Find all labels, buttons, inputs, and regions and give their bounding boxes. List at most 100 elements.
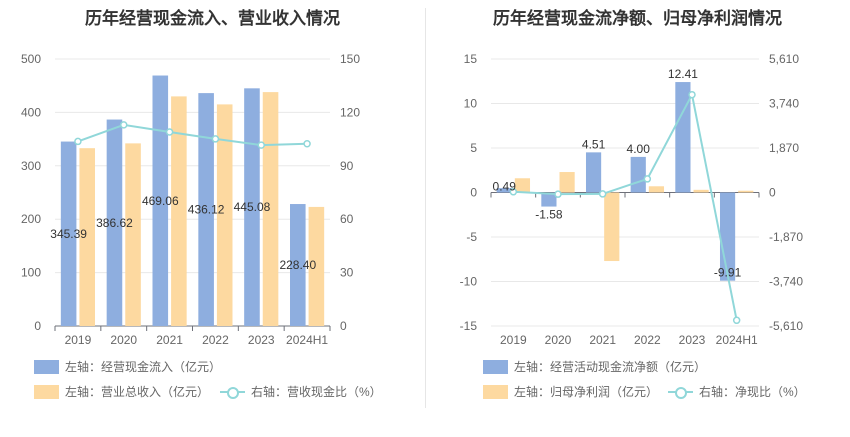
bar-secondary [514,178,531,193]
right-chart-title: 历年经营现金流净额、归母净利润情况 [493,9,782,28]
ratio-point [211,135,220,143]
bar-secondary [171,96,187,326]
ratio-point [74,137,82,146]
left-chart-svg: 0 100 200 300 400 500 0 30 60 90 120 150 2019 2020 202… [21,52,360,347]
right-axis-tick-label: 60 [340,212,354,226]
left-axis-tick-label: 100 [21,266,41,280]
bar-secondary [125,143,141,326]
left-chart-panel: 历年经营现金流入、营业收入情况 0 100 200 300 400 500 0 30 60 90 1… [21,9,382,400]
bar-primary [496,188,512,193]
ratio-point [120,121,128,129]
bar-primary [152,75,169,326]
left-axis-tick-label: 0 [34,319,41,333]
left-axis-tick-label: 500 [21,52,41,66]
right-axis-tick-label: -3,740 [769,275,803,289]
ratio-point [303,139,311,148]
x-axis-tick-label: 2020 [545,333,572,347]
ratio-point [732,316,741,325]
x-axis-tick-label: 2022 [202,333,229,347]
ratio-point [257,141,265,149]
x-axis-tick-label: 2022 [634,333,661,347]
right-axis-tick-label: 120 [340,105,360,119]
right-axis-tick-label: -5,610 [769,319,803,333]
bar-data-label: 445.08 [234,200,271,214]
bar-secondary [216,104,233,326]
bar-data-label: 469.06 [142,194,179,208]
legend-swatch-orange [34,384,59,399]
ratio-point [509,188,518,196]
left-chart-title: 历年经营现金流入、营业收入情况 [85,9,340,28]
x-axis-tick-label: 2024H1 [286,333,328,347]
legend-net-cash[interactable]: 左轴：经营活动现金流净额（亿元） [483,358,706,375]
left-axis-tick-label: 0 [470,186,477,200]
bar-secondary [648,186,665,193]
bar-data-label: 0.49 [493,180,517,194]
legend-cash-inflow[interactable]: 左轴：经营现金流入（亿元） [34,358,221,375]
bar-data-label: 12.41 [668,67,698,81]
bar-secondary [693,189,709,193]
legend-ratio-left[interactable]: 右轴：营收现金比（%） [220,383,382,400]
right-axis-tick-label: 30 [340,266,354,280]
legend-swatch-blue [34,359,59,374]
panel-divider [425,8,426,408]
bar-data-label: -9.91 [714,266,742,280]
legend-swatch-blue [483,359,508,374]
x-axis-tick-label: 2019 [65,333,92,347]
right-axis-tick-label: 3,740 [769,97,799,111]
right-axis-tick-label: 0 [769,186,776,200]
bar-primary [60,141,77,326]
bar-secondary [738,190,754,193]
ratio-line [77,123,308,147]
bar-data-label: 228.40 [279,258,316,272]
left-axis-tick-label: 300 [21,159,41,173]
bar-data-label: 345.39 [50,227,87,241]
right-axis-tick-label: 90 [340,159,354,173]
x-axis-tick-label: 2023 [679,333,706,347]
legend-label-ratio-right: 右轴：净现比（%） [699,385,806,399]
left-axis-tick-label: 400 [21,105,41,119]
bar-secondary [559,172,575,193]
right-chart-panel: 历年经营现金流净额、归母净利润情况 -15 -10 -5 0 5 10 15 -5,610 -3… [425,0,850,437]
bar-primary [290,204,306,326]
left-axis-tick-label: -5 [466,230,477,244]
bar-primary [106,119,123,326]
legend-revenue[interactable]: 左轴：营业总收入（亿元） [34,383,209,400]
right-chart-svg: -15 -10 -5 0 5 10 15 -5,610 -3,740 -1,870 0 1,870 3,… [460,52,804,347]
bar-primary [541,192,557,207]
bar-primary [630,156,646,193]
right-axis-tick-label: 5,610 [769,52,799,66]
legend-label-net-profit: 左轴：归母净利润（亿元） [514,385,659,399]
bar-secondary [308,206,325,326]
left-axis-tick-label: -15 [460,319,478,333]
x-axis-tick-label: 2020 [110,333,137,347]
legend-label-revenue: 左轴：营业总收入（亿元） [65,385,210,399]
bar-secondary [604,192,620,262]
left-axis-tick-label: -10 [460,275,478,289]
bar-primary [675,82,691,193]
right-axis-tick-label: 1,870 [769,141,799,155]
left-axis-tick-label: 15 [464,52,478,66]
bar-data-label: 436.12 [188,203,225,217]
legend-label-net-cash: 左轴：经营活动现金流净额（亿元） [514,360,707,374]
bar-data-label: 4.00 [627,142,651,156]
ratio-line [513,91,738,321]
bar-secondary [262,92,279,326]
x-axis-tick-label: 2019 [500,333,527,347]
right-axis-tick-label: 0 [340,319,347,333]
legend-net-profit[interactable]: 左轴：归母净利润（亿元） [483,383,658,400]
ratio-point [688,90,696,99]
legend-line-icon [668,385,693,399]
ratio-point [643,175,652,183]
legend-label-ratio-left: 右轴：营收现金比（%） [251,385,382,399]
x-axis-tick-label: 2023 [248,333,275,347]
bar-primary [244,88,260,327]
left-axis-tick-label: 10 [464,97,478,111]
x-axis-tick-label: 2024H1 [716,333,758,347]
bar-data-label: 4.51 [582,137,606,151]
legend-swatch-orange [483,384,508,399]
left-axis-tick-label: 5 [470,141,477,155]
legend-ratio-right[interactable]: 右轴：净现比（%） [668,383,806,400]
ratio-point [598,190,607,198]
bar-data-label: -1.58 [535,208,563,222]
bar-primary [198,93,214,326]
